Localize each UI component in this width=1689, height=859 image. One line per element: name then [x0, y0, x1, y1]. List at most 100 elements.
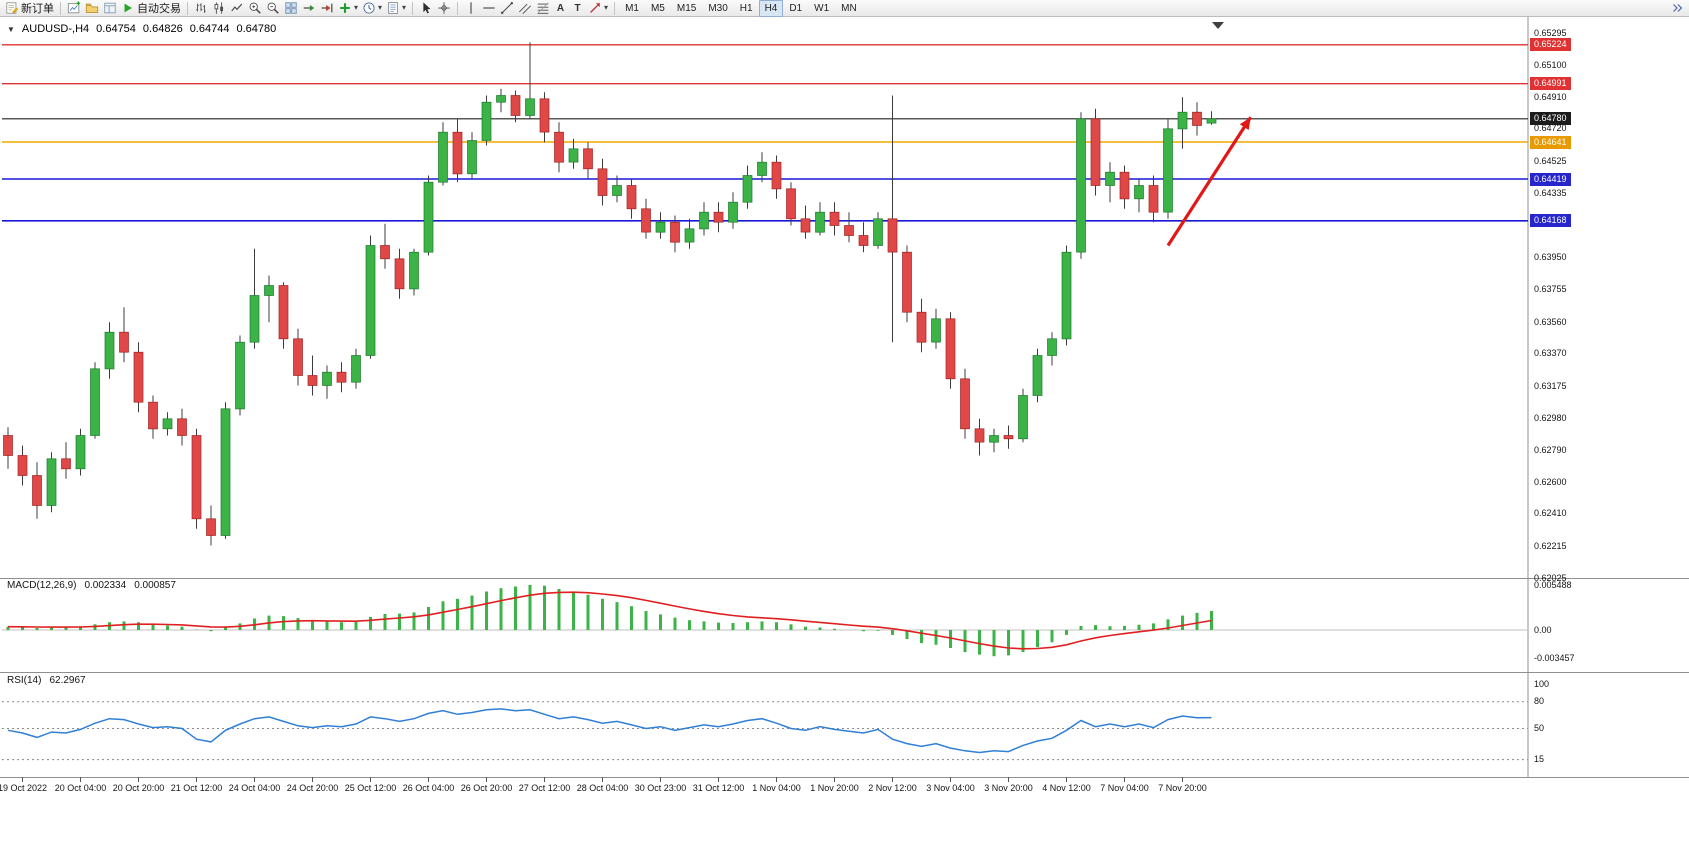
- rsi-line: [7, 708, 1212, 754]
- candle-up: [525, 98, 535, 116]
- candle-down: [844, 225, 854, 236]
- chart-canvas[interactable]: [0, 17, 1689, 859]
- time-axis-label: 2 Nov 12:00: [868, 783, 917, 793]
- cursor-icon: [423, 2, 431, 14]
- arrow-tool-icon: [590, 3, 600, 13]
- time-axis-label: 26 Oct 04:00: [402, 783, 455, 793]
- candle-down: [32, 475, 42, 506]
- bar-chart-icon: [196, 3, 206, 13]
- toolbar-separator: [60, 1, 61, 15]
- candle-down: [829, 211, 840, 226]
- macd-signal-line: [7, 591, 1212, 650]
- bar-chart-button[interactable]: [192, 0, 210, 16]
- indicators-button[interactable]: ▾: [336, 0, 360, 16]
- channel-button[interactable]: [516, 0, 534, 16]
- candle-up: [1061, 251, 1072, 340]
- autotrading-button[interactable]: 自动交易: [119, 0, 183, 16]
- candle-down: [293, 338, 303, 376]
- trend-arrow[interactable]: [1166, 116, 1253, 247]
- fibonacci-button[interactable]: [534, 0, 552, 16]
- candle-up: [264, 285, 274, 296]
- cursor-button[interactable]: [417, 0, 435, 16]
- candle-up: [496, 95, 506, 103]
- crosshair-button[interactable]: [435, 0, 453, 16]
- arrows-tool-button[interactable]: ▾: [586, 0, 610, 16]
- chart-shift-marker[interactable]: [1212, 22, 1224, 29]
- auto-scroll-button[interactable]: [300, 0, 318, 16]
- open-chart-button[interactable]: [65, 0, 83, 16]
- rsi-indicator-label: RSI(14) 62.2967: [7, 675, 86, 686]
- price-axis[interactable]: [1529, 17, 1689, 777]
- vertical-line-button[interactable]: [462, 0, 480, 16]
- timeframe-button-m30[interactable]: M30: [708, 2, 728, 14]
- candle-down: [974, 428, 985, 443]
- price-axis-badge: 0.64780: [1530, 112, 1571, 126]
- timeframe-button-h1[interactable]: H1: [739, 2, 753, 14]
- text-tool-icon: A: [556, 2, 565, 14]
- chart-shift-button[interactable]: [318, 0, 336, 16]
- candle-up: [322, 371, 332, 386]
- candle-up: [481, 101, 492, 141]
- candle-down: [945, 318, 956, 380]
- price-axis-label: 0.62410: [1534, 508, 1567, 519]
- tile-windows-button[interactable]: [282, 0, 300, 16]
- new-order-button[interactable]: 新订单: [3, 0, 56, 16]
- toolbar-separator: [614, 1, 616, 15]
- chart-window[interactable]: 0.65295 0.65100 0.64910 0.64720 0.64525 0.643…: [0, 17, 1689, 859]
- timeframe-button-h4[interactable]: H4: [758, 0, 784, 17]
- label-tool-button[interactable]: T: [569, 0, 586, 16]
- trendline-button[interactable]: [498, 0, 516, 16]
- data-window-button[interactable]: [101, 0, 119, 16]
- auto-scroll-icon: [303, 4, 315, 12]
- timeframe-button-m1[interactable]: M1: [625, 2, 639, 14]
- macd-main-value: 0.002334: [84, 580, 127, 591]
- toolbar-separator: [457, 1, 459, 15]
- time-axis-label: 24 Oct 04:00: [228, 783, 281, 793]
- time-axis[interactable]: [0, 778, 1528, 794]
- timeframe-button-m5[interactable]: M5: [650, 2, 665, 14]
- toolbar-separator: [187, 1, 188, 15]
- periods-button[interactable]: ▾: [360, 0, 384, 16]
- zoom-out-button[interactable]: [264, 0, 282, 16]
- candle-down: [960, 378, 970, 430]
- profiles-button[interactable]: [83, 0, 101, 16]
- timeframe-button-d1[interactable]: D1: [789, 2, 803, 14]
- candle-up: [728, 201, 738, 223]
- new-order-icon: [6, 2, 18, 14]
- candle-up: [90, 368, 100, 436]
- candle-down: [626, 185, 637, 210]
- price-axis-badge: 0.64419: [1530, 172, 1571, 186]
- time-axis-label: 4 Nov 12:00: [1042, 783, 1091, 793]
- candle-up: [46, 458, 57, 506]
- macd-signal-value: 0.000857: [134, 580, 176, 591]
- candle-up: [438, 131, 448, 183]
- time-axis-label: 28 Oct 04:00: [576, 783, 629, 793]
- candle-down: [452, 131, 463, 175]
- zoom-in-button[interactable]: [246, 0, 264, 16]
- candle-down: [278, 285, 289, 340]
- templates-button[interactable]: ▾: [384, 0, 408, 16]
- candle-down: [641, 208, 651, 233]
- candle-down: [1148, 185, 1159, 213]
- candle-up: [104, 331, 115, 370]
- candle-down: [1119, 171, 1130, 200]
- horizontal-line-icon: [483, 7, 495, 9]
- collapse-icon[interactable]: ▼: [7, 24, 15, 34]
- candle-down: [902, 251, 912, 313]
- timeframe-button-mn[interactable]: MN: [841, 2, 857, 14]
- main-toolbar: 新订单 自动交易 ▾ ▾: [0, 0, 1689, 17]
- candlestick-chart-button[interactable]: [210, 0, 228, 16]
- timeframe-button-m15[interactable]: M15: [676, 2, 697, 14]
- vertical-line-icon: [470, 2, 472, 14]
- candle-up: [684, 228, 695, 243]
- time-axis-label: 30 Oct 23:00: [634, 783, 687, 793]
- time-axis-label: 7 Nov 04:00: [1100, 783, 1149, 793]
- horizontal-line-button[interactable]: [480, 0, 498, 16]
- toolbar-overflow-button[interactable]: [1668, 0, 1686, 16]
- price-axis-label: 0.62600: [1534, 476, 1567, 487]
- data-window-icon: [104, 2, 116, 14]
- time-axis-label: 1 Nov 04:00: [752, 783, 801, 793]
- line-chart-button[interactable]: [228, 0, 246, 16]
- timeframe-button-w1[interactable]: W1: [814, 2, 830, 14]
- text-tool-button[interactable]: A: [552, 0, 569, 16]
